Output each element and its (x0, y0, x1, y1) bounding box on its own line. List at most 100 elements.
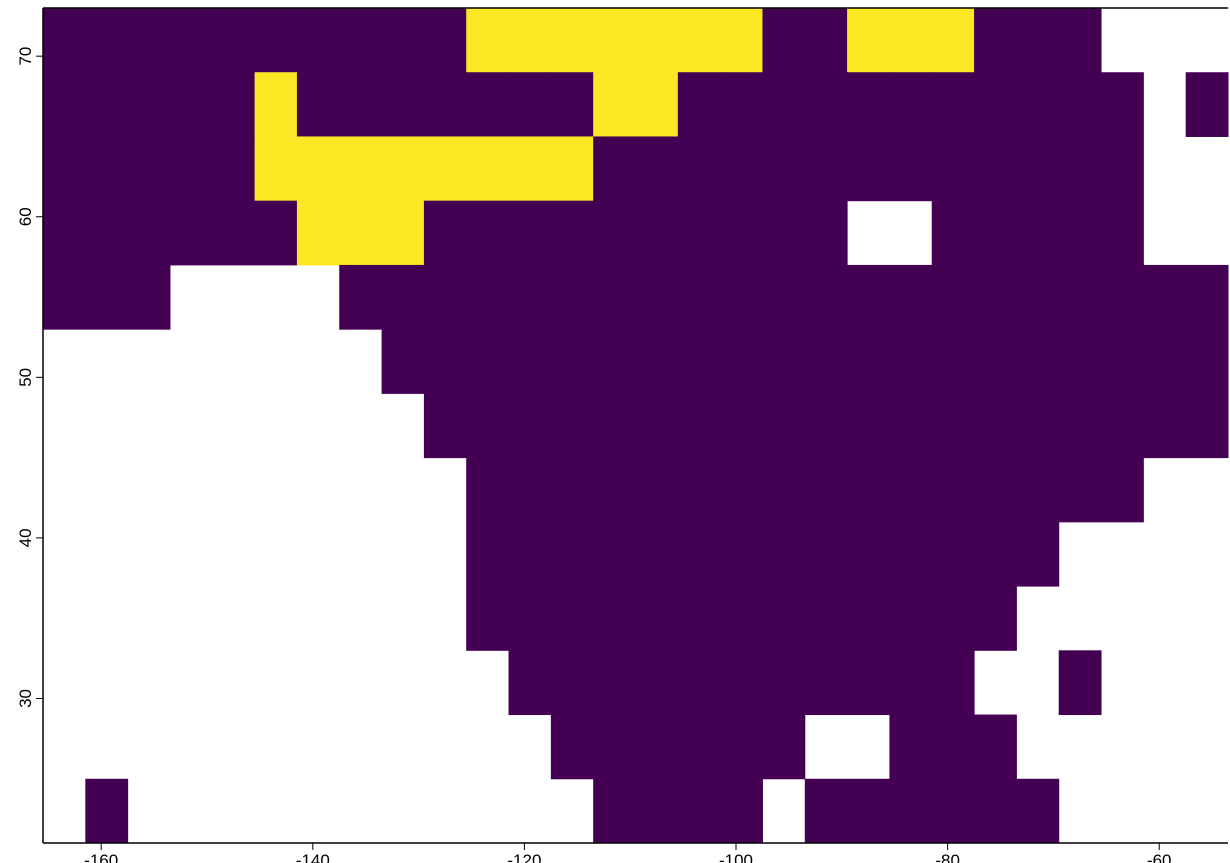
cell (550, 72, 594, 137)
cell (85, 200, 129, 266)
cell (550, 650, 594, 716)
cell (423, 264, 467, 330)
cell (762, 714, 806, 780)
cell (847, 586, 890, 651)
cell (43, 8, 86, 73)
cell (974, 393, 1017, 459)
x-tick-label: -100 (719, 851, 753, 863)
cell (254, 136, 298, 202)
cell (1016, 72, 1060, 137)
cell (635, 72, 679, 137)
cell (635, 714, 679, 780)
cell (381, 329, 425, 394)
cell (1101, 264, 1144, 330)
cell (43, 136, 86, 202)
cell (423, 8, 467, 73)
cell (339, 264, 383, 330)
cell (423, 200, 467, 266)
cell (466, 393, 510, 459)
cell (889, 778, 933, 844)
cell (762, 72, 806, 137)
cell (974, 778, 1017, 844)
cell (212, 136, 256, 202)
cell (593, 264, 636, 330)
cell (847, 393, 890, 459)
cell (85, 264, 129, 330)
cell (85, 778, 129, 844)
cell (974, 586, 1017, 651)
cell (593, 457, 636, 523)
cell (762, 521, 806, 587)
cell (212, 72, 256, 137)
cell (466, 329, 510, 394)
cell (889, 8, 933, 73)
cell (593, 521, 636, 587)
cell (550, 586, 594, 651)
y-tick-label: 30 (16, 689, 35, 708)
cell (381, 136, 425, 202)
cell (1058, 72, 1102, 137)
cell (804, 521, 848, 587)
cell (931, 200, 975, 266)
cell (804, 8, 848, 73)
cell (635, 200, 679, 266)
cell (254, 200, 298, 266)
cell (593, 136, 636, 202)
cell (1101, 136, 1144, 202)
cell (931, 264, 975, 330)
cell (1058, 136, 1102, 202)
cell (931, 586, 975, 651)
cell (677, 8, 721, 73)
cell (974, 8, 1017, 73)
cell (508, 136, 552, 202)
cell (466, 264, 510, 330)
cell (720, 329, 763, 394)
cell (1058, 8, 1102, 73)
cell (1185, 329, 1229, 394)
cell (677, 329, 721, 394)
cell (931, 778, 975, 844)
cell (762, 264, 806, 330)
cell (508, 650, 552, 716)
cell (889, 457, 933, 523)
cell (296, 72, 340, 137)
cell (593, 650, 636, 716)
cell (1016, 264, 1060, 330)
cell (974, 329, 1017, 394)
y-tick-label: 70 (16, 47, 35, 66)
cell (762, 457, 806, 523)
cell (550, 264, 594, 330)
cell (1143, 329, 1187, 394)
cell (804, 457, 848, 523)
cell (1143, 264, 1187, 330)
x-tick-label: -60 (1147, 851, 1172, 863)
cell (931, 714, 975, 780)
cell (804, 393, 848, 459)
y-tick-label: 50 (16, 368, 35, 387)
cell (720, 586, 763, 651)
y-tick-label: 60 (16, 207, 35, 226)
cell (339, 200, 383, 266)
cell (85, 8, 129, 73)
cell (508, 586, 552, 651)
cell (43, 72, 86, 137)
cell (847, 136, 890, 202)
cell (593, 393, 636, 459)
cell (720, 521, 763, 587)
cell (1016, 8, 1060, 73)
cell (635, 650, 679, 716)
cell (1101, 72, 1144, 137)
cell (974, 521, 1017, 587)
cell (593, 714, 636, 780)
cell (804, 72, 848, 137)
cell (1058, 650, 1102, 716)
cell (127, 200, 171, 266)
cell (847, 457, 890, 523)
cell (466, 521, 510, 587)
cell (931, 457, 975, 523)
x-tick-label: -160 (84, 851, 118, 863)
cell (381, 8, 425, 73)
cell (1016, 393, 1060, 459)
cell (804, 778, 848, 844)
cell (466, 457, 510, 523)
